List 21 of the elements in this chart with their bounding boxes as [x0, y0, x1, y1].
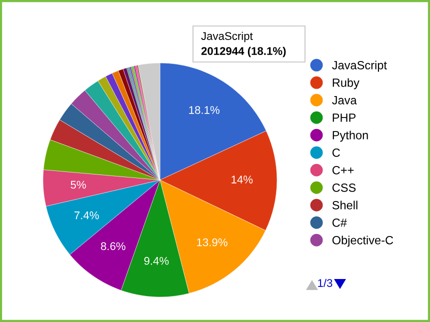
legend-label: C: [332, 148, 340, 157]
legend-label: Ruby: [332, 78, 360, 90]
legend-label: PHP: [332, 114, 356, 122]
text: JavaScript: [201, 32, 253, 42]
data-label: 18.1%: [189, 106, 220, 114]
data-label: 9.4%: [144, 256, 169, 265]
data-label: 7.4%: [74, 211, 99, 220]
data-label: 8.6%: [100, 242, 126, 250]
legend-label: Objective-C: [332, 236, 394, 247]
legend-label: Java: [332, 96, 357, 104]
data-label: 13.9%: [197, 238, 228, 246]
legend-label: Shell: [332, 200, 358, 210]
legend-label: Python: [332, 130, 368, 142]
data-label: 14%: [232, 176, 253, 184]
legend-label: C#: [332, 218, 347, 227]
legend-label: CSS: [332, 184, 356, 192]
data-label: 5%: [70, 180, 86, 189]
legend-label: C++: [332, 166, 354, 174]
text: 1/3: [318, 278, 332, 287]
text: 2012944 (18.1%): [201, 46, 286, 58]
legend-label: JavaScript: [332, 60, 387, 72]
